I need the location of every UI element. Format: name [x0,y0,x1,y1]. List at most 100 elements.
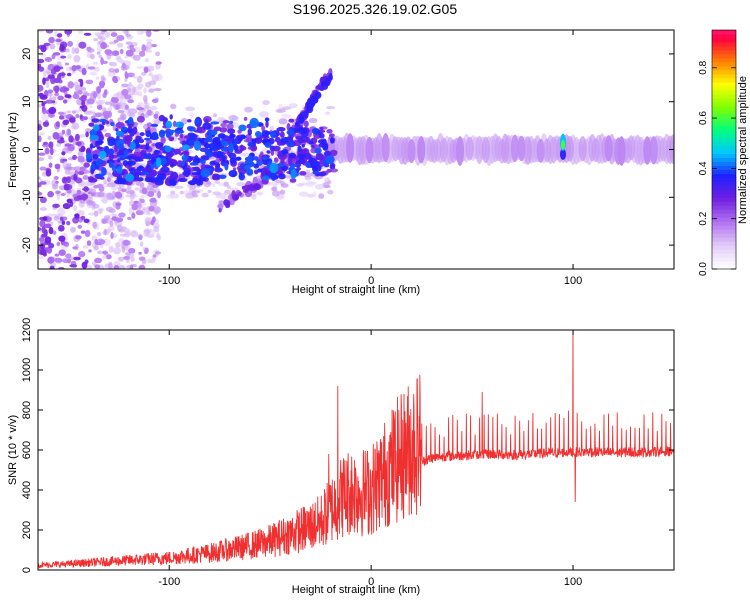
heatmap-cell [155,176,163,182]
heatmap-cell [651,0,657,6]
snr-y-ticks: 0 200 400 600 800 1000 1200 [21,318,674,573]
heatmap-cell [346,133,355,163]
heatmap-cell [101,197,108,204]
y-tick-label: 1000 [21,358,33,382]
heatmap-cell [111,164,117,172]
heatmap-cell [551,0,555,2]
heatmap-cell [223,199,230,206]
heatmap-cell [93,210,99,217]
heatmap-cell [515,0,521,6]
heatmap-cell [89,134,99,141]
heatmap-cell [62,119,69,126]
heatmap-cell [663,0,669,6]
heatmap-cell [553,0,557,2]
heatmap-cell [568,0,574,6]
heatmap-cell [290,168,297,180]
heatmap-cell [567,0,571,2]
heatmap-cell [227,128,236,134]
heatmap-cell [74,47,80,55]
heatmap-cell [472,0,477,4]
heatmap-cell [271,186,277,192]
heatmap-cell [117,158,121,163]
heatmap-cell [153,113,159,119]
colorbar-tick-label: 0.2 [698,211,709,225]
heatmap-cell [81,193,89,200]
heatmap-cell [94,264,101,269]
heatmap-cell [559,0,563,2]
heatmap-cell [631,0,636,4]
heatmap-cell [581,0,585,2]
heatmap-cell [639,0,645,6]
heatmap-cell [104,49,113,55]
heatmap-cell [69,264,78,268]
heatmap-cell [558,0,563,4]
heatmap-cell [278,118,288,125]
heatmap-cell [135,180,141,186]
heatmap-cell [110,32,118,37]
heatmap-cell [173,148,181,155]
heatmap-cell [569,0,573,2]
heatmap-cell [226,123,234,131]
heatmap-cell [466,0,471,4]
heatmap-cell [269,125,275,131]
heatmap-cell [63,183,70,191]
heatmap-cell [632,0,636,2]
heatmap-cell [192,193,199,198]
heatmap-cell [95,173,105,178]
heatmap-cell [188,156,192,163]
heatmap-cell [164,145,172,153]
heatmap-cell [561,0,566,4]
heatmap-cell [79,105,85,109]
heatmap-cell [124,74,129,79]
heatmap-cell [137,177,144,182]
heatmap-cell [579,0,583,2]
heatmap-cell [573,0,577,2]
heatmap-cell [121,245,126,253]
heatmap-cell [47,256,55,264]
heatmap-cell [328,133,335,138]
heatmap-cell [143,66,149,74]
heatmap-cell [66,193,71,198]
colorbar-step [712,30,736,35]
x-tick-label: 100 [564,275,582,287]
heatmap-cell [85,152,92,160]
heatmap-cell [182,170,191,176]
heatmap-cell [221,155,226,163]
heatmap-cell [625,0,631,6]
heatmap-cell [620,0,624,2]
heatmap-cell [246,168,254,176]
heatmap-cell [62,203,71,210]
heatmap-cell [38,125,43,131]
heatmap-cell [607,0,612,4]
heatmap-cell [67,258,71,264]
heatmap-cell [538,0,544,6]
heatmap-cell [64,62,70,66]
heatmap-cell [104,31,111,38]
heatmap-cell [158,129,166,138]
colorbar-step [712,217,736,222]
heatmap-cell [145,130,152,138]
heatmap-cell [73,55,81,63]
heatmap-cell [301,144,305,148]
heatmap-cell [276,153,286,158]
heatmap-cell [130,256,135,262]
heatmap-cell [560,0,566,6]
heatmap-cell [154,142,164,148]
heatmap-cell [501,0,507,6]
heatmap-cell [169,193,180,199]
heatmap-cell [106,254,112,260]
colorbar-tick-label: 0.4 [698,161,709,175]
heatmap-cell [330,137,335,144]
heatmap-cell [40,243,46,250]
heatmap-cell [567,0,571,2]
heatmap-cell [552,0,557,4]
heatmap-cell [658,0,662,2]
heatmap-cell [62,99,68,104]
y-tick-label: 600 [21,441,33,459]
heatmap-cell [314,147,322,154]
heatmap-cell [149,198,157,203]
heatmap-cell [113,78,119,84]
heatmap-cell [128,156,132,161]
heatmap-cell [60,137,64,141]
heatmap-cell [509,0,515,6]
